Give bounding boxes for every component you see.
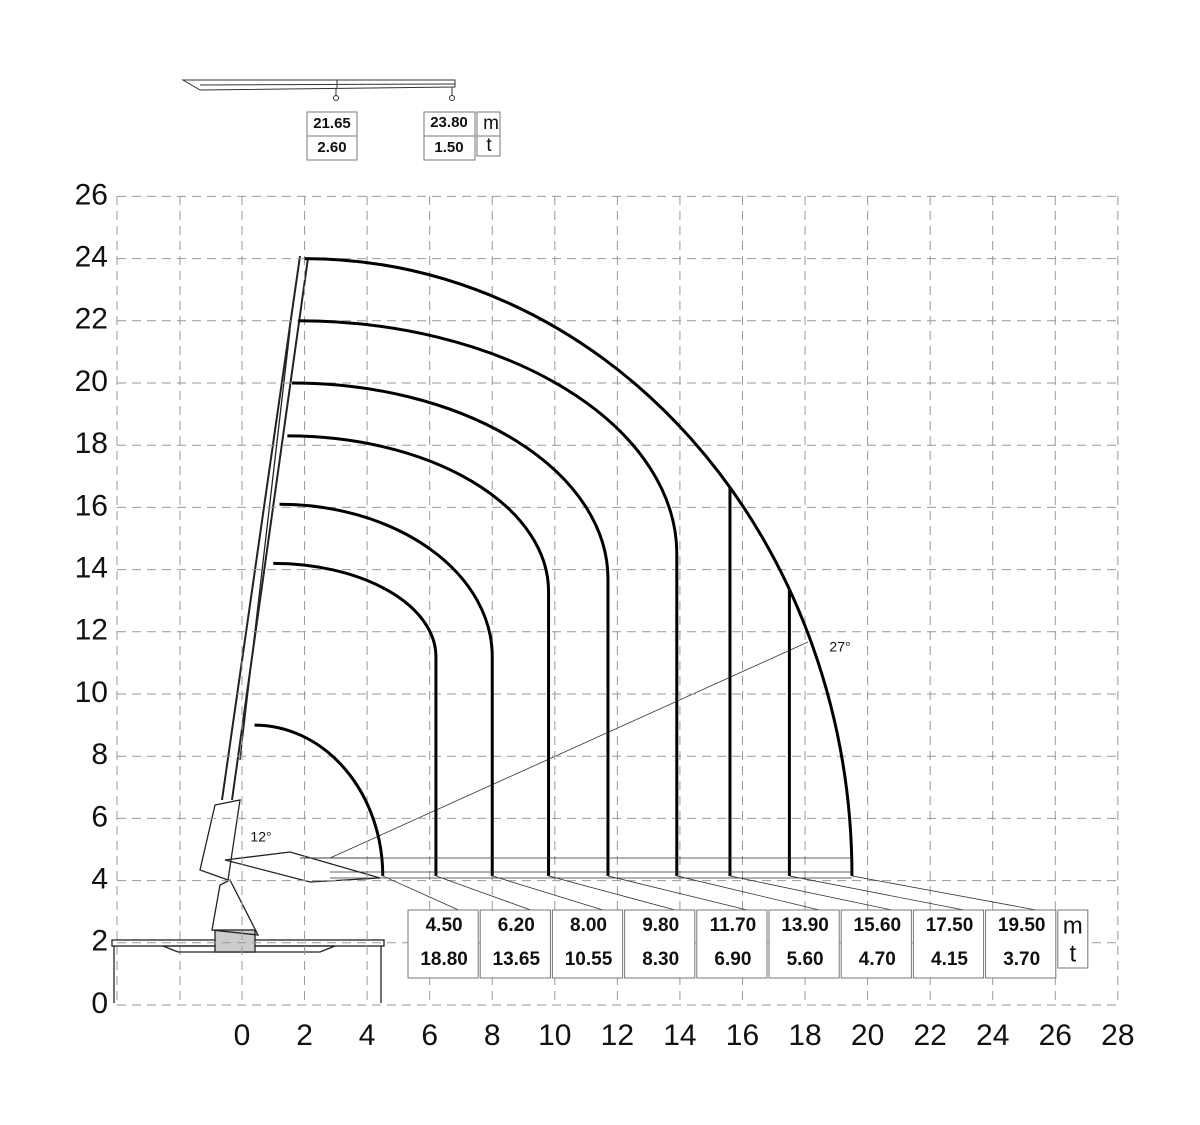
leader-line — [607, 875, 748, 911]
leader-line — [548, 875, 676, 911]
reach: 15.60 — [854, 915, 902, 936]
top-table: 21.65 2.60 23.80 1.50 m t — [306, 111, 501, 161]
reach: 13.90 — [781, 915, 829, 936]
load: 6.90 — [714, 949, 751, 970]
x-tick-label: 22 — [913, 1019, 946, 1052]
load: 8.30 — [642, 949, 679, 970]
crane — [111, 255, 385, 1003]
unit: m — [483, 113, 499, 134]
leader-line — [729, 875, 892, 911]
x-tick-label: 14 — [663, 1019, 696, 1052]
load-curve — [287, 434, 551, 876]
x-tick-label: 28 — [1101, 1019, 1134, 1052]
cell — [423, 111, 476, 137]
y-tick-label: 20 — [75, 365, 108, 398]
load: 5.60 — [787, 949, 824, 970]
load-curve — [254, 723, 385, 876]
load: 13.65 — [493, 949, 541, 970]
y-tick-label: 24 — [75, 241, 108, 274]
y-tick-label: 8 — [91, 738, 108, 771]
y-tick-label: 6 — [91, 800, 108, 833]
reach: 6.20 — [498, 915, 535, 936]
reach: 9.80 — [642, 915, 679, 936]
leader-line — [789, 875, 965, 911]
y-tick-label: 4 — [91, 863, 108, 896]
cell — [423, 135, 476, 161]
load-curve — [273, 561, 438, 876]
reach: 21.65 — [313, 115, 351, 132]
x-tick-label: 20 — [851, 1019, 884, 1052]
load: 18.80 — [420, 949, 468, 970]
reach: 19.50 — [998, 915, 1046, 936]
y-tick-label: 18 — [75, 427, 108, 460]
boom-sketch — [181, 79, 456, 101]
cell — [624, 909, 696, 979]
reach: 8.00 — [570, 915, 607, 936]
x-tick-label: 16 — [726, 1019, 759, 1052]
unit: t — [486, 135, 492, 156]
load: 4.70 — [859, 949, 896, 970]
cell — [696, 909, 768, 979]
x-tick-label: 10 — [538, 1019, 571, 1052]
load: 3.70 — [1003, 949, 1040, 970]
load: 4.15 — [931, 949, 968, 970]
leader-line — [382, 875, 459, 911]
y-tick-label: 0 — [91, 987, 108, 1020]
stowed-boom — [300, 857, 852, 879]
angle-line — [329, 641, 809, 859]
x-tick-label: 0 — [234, 1019, 251, 1052]
leader-line — [676, 875, 820, 911]
unit: m — [1063, 912, 1083, 939]
cell — [407, 909, 479, 979]
cell — [306, 135, 358, 161]
y-tick-label: 10 — [75, 676, 108, 709]
x-tick-label: 18 — [788, 1019, 821, 1052]
cell — [551, 909, 624, 979]
load: 2.60 — [317, 139, 346, 156]
load: 1.50 — [434, 139, 463, 156]
y-tick-label: 14 — [75, 552, 108, 585]
cell — [306, 111, 358, 137]
load-curve — [304, 257, 854, 876]
x-tick-label: 12 — [601, 1019, 634, 1052]
x-tick-label: 26 — [1039, 1019, 1072, 1052]
reach: 23.80 — [430, 114, 468, 131]
load: 10.55 — [565, 949, 613, 970]
cell — [985, 909, 1057, 979]
cell — [768, 909, 840, 979]
load-curve — [292, 381, 610, 876]
x-tick-label: 4 — [359, 1019, 376, 1052]
leader-line — [435, 875, 531, 911]
cell — [840, 909, 912, 979]
reach: 4.50 — [426, 915, 463, 936]
cell — [479, 909, 551, 979]
y-tick-label: 12 — [75, 614, 108, 647]
unit: t — [1069, 940, 1076, 967]
x-tick-label: 8 — [484, 1019, 501, 1052]
cell — [1057, 909, 1089, 969]
y-tick-label: 26 — [75, 178, 108, 211]
load-curve — [298, 319, 679, 876]
x-tick-label: 24 — [976, 1019, 1009, 1052]
angle-label: 12° — [250, 829, 271, 845]
angle-label: 27° — [829, 639, 850, 655]
leader-line — [492, 875, 604, 911]
x-tick-label: 6 — [421, 1019, 438, 1052]
load-curve — [279, 502, 494, 876]
reach: 17.50 — [926, 915, 974, 936]
reach: 11.70 — [710, 915, 757, 936]
y-tick-label: 22 — [75, 303, 108, 336]
cell — [476, 135, 501, 157]
x-tick-label: 2 — [296, 1019, 313, 1052]
y-tick-label: 2 — [91, 925, 108, 958]
cell — [912, 909, 985, 979]
y-tick-label: 16 — [75, 489, 108, 522]
leader-line — [851, 875, 1037, 911]
